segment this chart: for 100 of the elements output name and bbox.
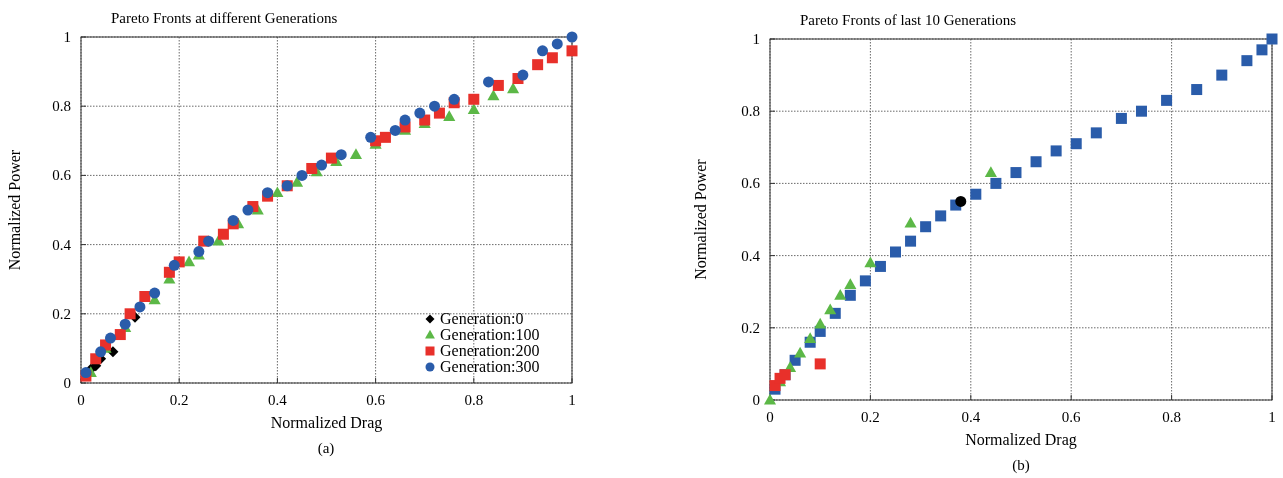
point [429,100,441,112]
point [467,103,480,115]
point [448,93,460,105]
point [483,76,495,88]
point [890,246,901,258]
y-tick-label: 0.6 [52,167,72,184]
x-tick-label: 1 [1268,409,1276,425]
point [139,291,151,302]
point [349,148,363,160]
point [443,110,456,121]
point [124,308,136,320]
point [389,124,401,136]
point [134,301,146,313]
legend-label: Generation:100 [440,326,540,343]
chart-title: Pareto Fronts at different Generations [111,10,338,26]
point [904,216,917,228]
point [990,177,1002,189]
x-tick-label: 0.6 [1061,409,1082,425]
point [546,52,558,64]
point [834,288,847,300]
point [537,45,549,57]
x-tick-label: 0.6 [366,392,386,408]
point [217,228,229,240]
point [566,45,578,57]
y-tick-label: 0.4 [52,236,72,253]
legend-label: Generation:300 [440,358,540,375]
point [763,393,777,405]
point [566,31,578,43]
point [227,214,239,226]
point [1241,55,1253,67]
point [114,329,126,341]
x-tick-label: 0.4 [961,409,981,425]
point [844,278,857,289]
y-tick-label: 0.4 [741,247,761,264]
y-axis-title: Normalized Power [6,149,23,271]
point [920,221,932,233]
point [316,159,328,171]
x-axis-title: Normalized Drag [965,431,1077,449]
chart-title: Pareto Fronts of last 10 Generations [800,12,1017,28]
text: (a) [317,440,335,457]
point [1161,94,1173,106]
y-tick-label: 1 [752,31,760,47]
point [1010,167,1022,179]
point [182,255,196,267]
x-tick-label: 0.8 [1162,409,1181,425]
y-tick-label: 0.2 [741,319,760,336]
point [517,69,529,81]
y-tick-label: 1 [63,29,71,45]
point [1191,84,1203,96]
point [804,332,817,344]
point [507,82,520,94]
point [468,93,480,105]
point [532,59,544,71]
y-tick-label: 0.6 [741,175,761,192]
point [104,332,116,344]
x-axis-title: Normalized Drag [270,414,383,432]
point [955,195,967,207]
point [551,38,563,50]
x-tick-label: 0.4 [268,392,288,408]
point [1135,105,1147,117]
point [935,210,947,222]
x-tick-label: 0.8 [464,392,484,408]
y-tick-label: 0.8 [741,103,760,120]
point [1090,127,1102,139]
x-tick-label: 0 [766,409,774,425]
point [399,114,411,126]
point [824,303,837,315]
point [1070,138,1082,150]
point [1050,145,1062,157]
point [814,317,827,329]
point [814,358,826,370]
point [1216,69,1228,81]
x-tick-label: 1 [568,392,576,408]
point [1266,33,1278,45]
x-tick-label: 0.2 [169,392,189,408]
point [970,188,982,200]
point [325,152,337,164]
point [290,176,304,187]
point [306,162,318,174]
point [242,204,254,216]
y-tick-label: 0.8 [52,98,71,115]
point [905,235,917,247]
x-tick-label: 0 [77,392,85,408]
point [168,259,180,271]
point [379,131,391,143]
point [149,287,161,299]
x-tick-label: 0.2 [861,409,880,425]
point [95,346,107,358]
point [487,89,500,101]
y-axis-title: Normalized Power [692,158,709,280]
point [1030,156,1042,168]
y-tick-label: 0.2 [52,305,71,322]
point [1115,112,1127,124]
text: (b) [1012,457,1030,474]
point [365,131,377,143]
point [844,289,856,301]
point [794,346,807,358]
y-tick-label: 0 [63,375,71,391]
point [414,107,426,119]
point [859,275,871,287]
